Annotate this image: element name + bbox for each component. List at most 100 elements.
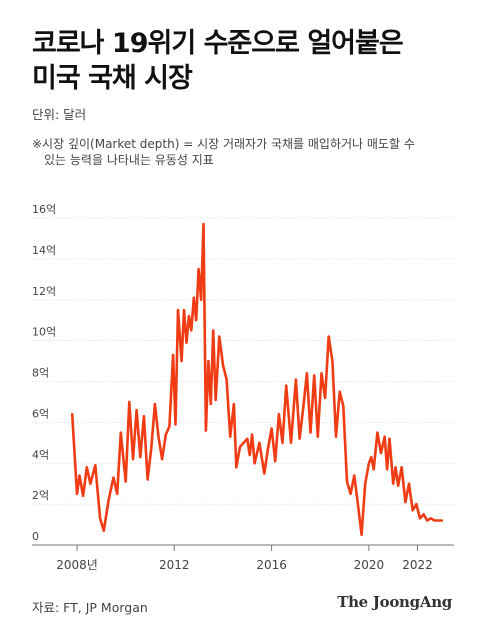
x-tick-label: 2012 xyxy=(159,558,190,572)
data-point xyxy=(335,436,337,438)
data-point xyxy=(205,430,207,432)
data-point xyxy=(86,466,88,468)
data-point xyxy=(174,423,177,425)
data-point xyxy=(370,456,372,458)
data-point xyxy=(317,436,319,438)
data-point xyxy=(246,438,248,440)
data-point xyxy=(361,534,363,536)
brand-logo: The JoongAng xyxy=(337,593,452,611)
data-point xyxy=(357,503,359,505)
data-point xyxy=(132,458,134,460)
data-point xyxy=(441,519,443,522)
data-point xyxy=(103,530,105,532)
y-tick-label: 14억 xyxy=(32,244,56,257)
data-point xyxy=(342,405,344,407)
chart-title: 코로나 19위기 수준으로 얼어붙은 미국 국채 시장 xyxy=(32,26,452,96)
data-point xyxy=(419,517,421,520)
data-point xyxy=(150,448,152,450)
note-line-1: ※시장 깊이(Market depth) = 시장 거래자가 국채를 매입하거나… xyxy=(32,137,415,151)
data-point xyxy=(183,309,185,311)
data-point xyxy=(112,477,115,479)
data-point xyxy=(313,374,315,376)
unit-label: 단위: 달러 xyxy=(32,107,87,122)
data-point xyxy=(433,519,436,522)
data-point xyxy=(229,436,231,438)
series-line xyxy=(70,222,444,537)
data-point xyxy=(258,442,260,444)
data-point xyxy=(99,517,101,520)
data-point xyxy=(202,223,205,225)
data-point xyxy=(353,474,355,477)
data-point xyxy=(235,466,237,468)
data-point xyxy=(128,401,130,403)
title-line-1: 코로나 19위기 수준으로 얼어붙은 xyxy=(32,28,404,59)
data-point xyxy=(328,335,330,338)
data-point xyxy=(302,407,304,409)
data-point xyxy=(278,413,280,415)
data-point xyxy=(94,464,96,466)
data-point xyxy=(139,456,141,458)
data-point xyxy=(251,434,253,436)
x-tick-label: 2016 xyxy=(256,558,287,572)
data-point xyxy=(395,466,397,468)
data-point xyxy=(412,509,414,511)
data-point xyxy=(207,360,209,362)
y-tick-label: 16억 xyxy=(32,203,56,216)
data-point xyxy=(306,372,308,374)
data-point xyxy=(185,342,188,344)
data-point xyxy=(125,481,127,483)
data-point xyxy=(161,458,163,460)
data-point xyxy=(108,499,110,501)
data-point xyxy=(136,409,138,411)
data-point xyxy=(267,448,269,450)
data-point xyxy=(226,378,228,381)
data-point xyxy=(423,513,425,515)
data-point xyxy=(368,462,370,464)
data-point xyxy=(190,329,192,331)
data-point xyxy=(309,432,312,434)
data-point xyxy=(415,503,417,505)
data-point xyxy=(339,391,341,393)
data-point xyxy=(397,485,399,487)
data-point xyxy=(392,483,394,485)
data-point xyxy=(210,403,212,405)
data-point xyxy=(78,474,81,477)
data-point xyxy=(71,413,73,415)
data-point xyxy=(168,425,170,428)
data-point xyxy=(376,432,378,434)
definition-note: ※시장 깊이(Market depth) = 시장 거래자가 국채를 매입하거나… xyxy=(32,136,452,168)
data-point xyxy=(386,468,388,470)
data-point xyxy=(172,354,174,356)
data-point xyxy=(281,442,284,444)
data-point xyxy=(165,434,167,436)
data-point xyxy=(331,360,333,362)
data-point xyxy=(181,360,183,362)
data-point xyxy=(198,268,200,270)
note-line-2: 있는 능력을 나타내는 유동성 지표 xyxy=(44,153,214,167)
data-point xyxy=(233,403,235,405)
x-tick-label: 2022 xyxy=(402,558,433,572)
data-point xyxy=(243,442,245,444)
y-tick-label: 0 xyxy=(32,530,39,543)
data-point xyxy=(350,493,352,495)
data-point xyxy=(254,462,256,464)
data-point xyxy=(295,378,297,381)
data-point xyxy=(76,493,78,495)
data-point xyxy=(320,372,323,374)
y-tick-label: 6억 xyxy=(32,407,49,420)
data-point xyxy=(218,335,220,338)
data-point xyxy=(380,452,382,454)
data-point xyxy=(200,299,202,301)
title-line-2: 미국 국채 시장 xyxy=(32,63,193,94)
x-tick-label: 2008년 xyxy=(56,558,98,572)
data-point xyxy=(437,519,439,522)
data-point xyxy=(120,432,122,434)
data-point xyxy=(157,436,160,438)
data-point xyxy=(364,483,366,485)
data-point xyxy=(274,460,276,462)
data-point xyxy=(143,415,145,417)
data-point xyxy=(346,481,348,483)
data-point xyxy=(384,436,386,438)
data-point xyxy=(373,468,375,470)
